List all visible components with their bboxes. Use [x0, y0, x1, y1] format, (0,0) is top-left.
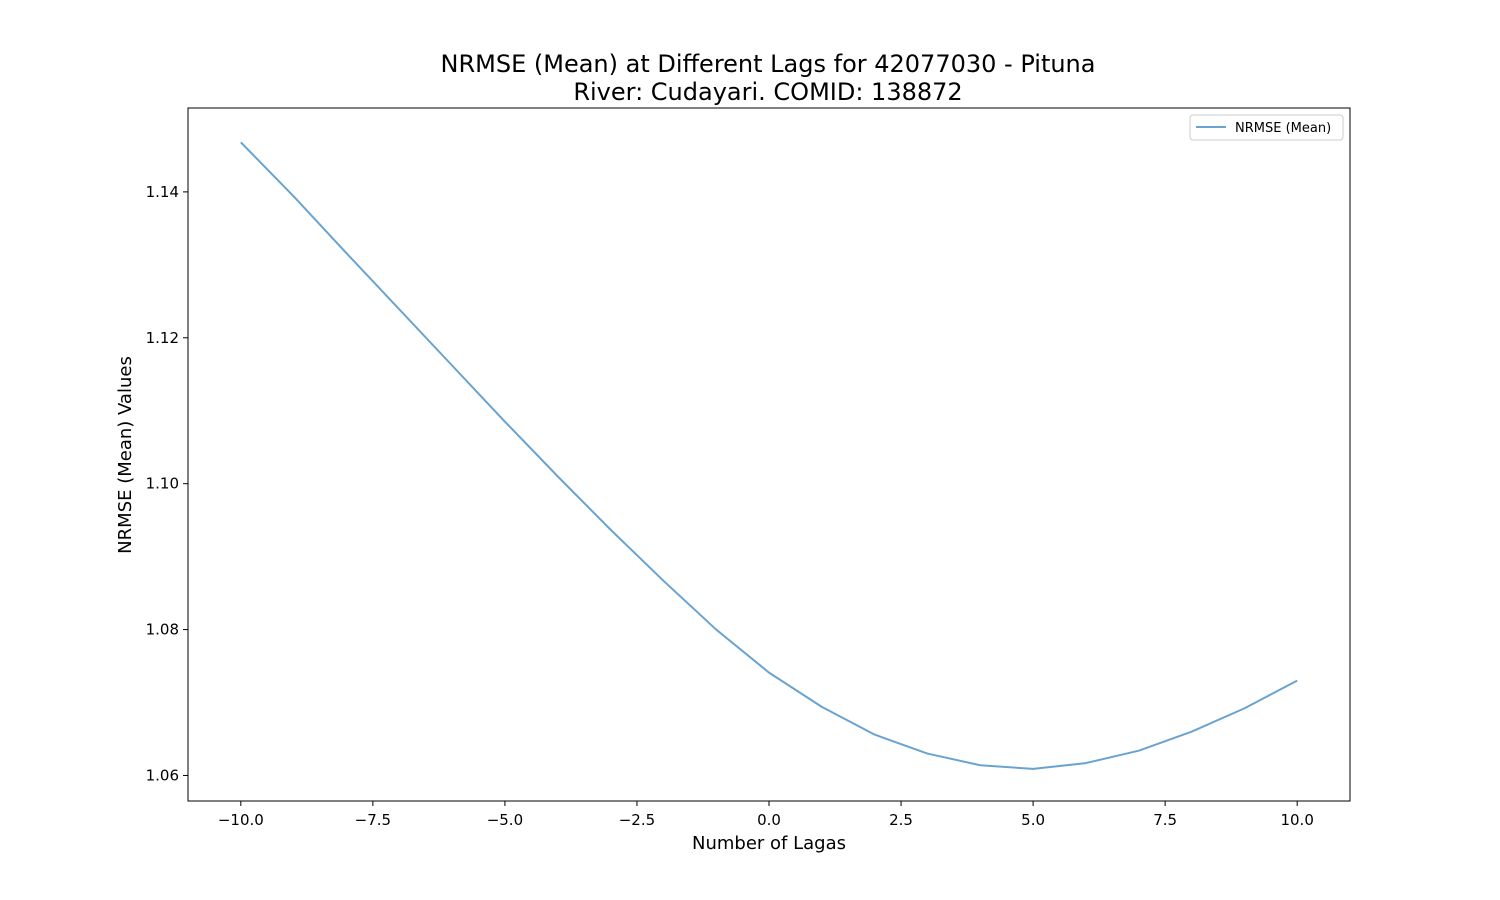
- chart-title-line1: NRMSE (Mean) at Different Lags for 42077…: [441, 50, 1096, 78]
- x-tick-label: 10.0: [1280, 811, 1313, 829]
- x-axis-ticks: −10.0 −7.5 −5.0 −2.5 0.0 2.5 5.0 7.5 10.0: [218, 801, 1314, 829]
- y-axis-label: NRMSE (Mean) Values: [115, 356, 136, 554]
- legend-label: NRMSE (Mean): [1235, 121, 1331, 136]
- x-tick-label: 0.0: [757, 811, 781, 829]
- y-tick-label: 1.10: [146, 475, 179, 493]
- x-tick-label: −7.5: [355, 811, 391, 829]
- y-tick-label: 1.12: [146, 329, 179, 347]
- y-tick-label: 1.14: [146, 183, 179, 201]
- x-tick-label: −5.0: [487, 811, 523, 829]
- x-tick-label: 2.5: [889, 811, 913, 829]
- y-tick-label: 1.08: [146, 621, 179, 639]
- plot-frame: [187, 107, 1351, 802]
- legend: NRMSE (Mean): [1189, 114, 1344, 141]
- series-line-0: [240, 141, 1298, 770]
- legend-box: [1189, 114, 1344, 141]
- x-tick-label: 5.0: [1021, 811, 1045, 829]
- x-axis-label: Number of Lagas: [692, 833, 846, 854]
- chart-title-line2: River: Cudayari. COMID: 138872: [573, 78, 962, 106]
- series-layer: [240, 141, 1298, 770]
- y-tick-label: 1.06: [146, 766, 179, 784]
- y-axis-ticks: 1.06 1.08 1.10 1.12 1.14: [146, 183, 188, 784]
- x-tick-label: −10.0: [218, 811, 264, 829]
- x-tick-label: 7.5: [1153, 811, 1177, 829]
- x-tick-label: −2.5: [619, 811, 655, 829]
